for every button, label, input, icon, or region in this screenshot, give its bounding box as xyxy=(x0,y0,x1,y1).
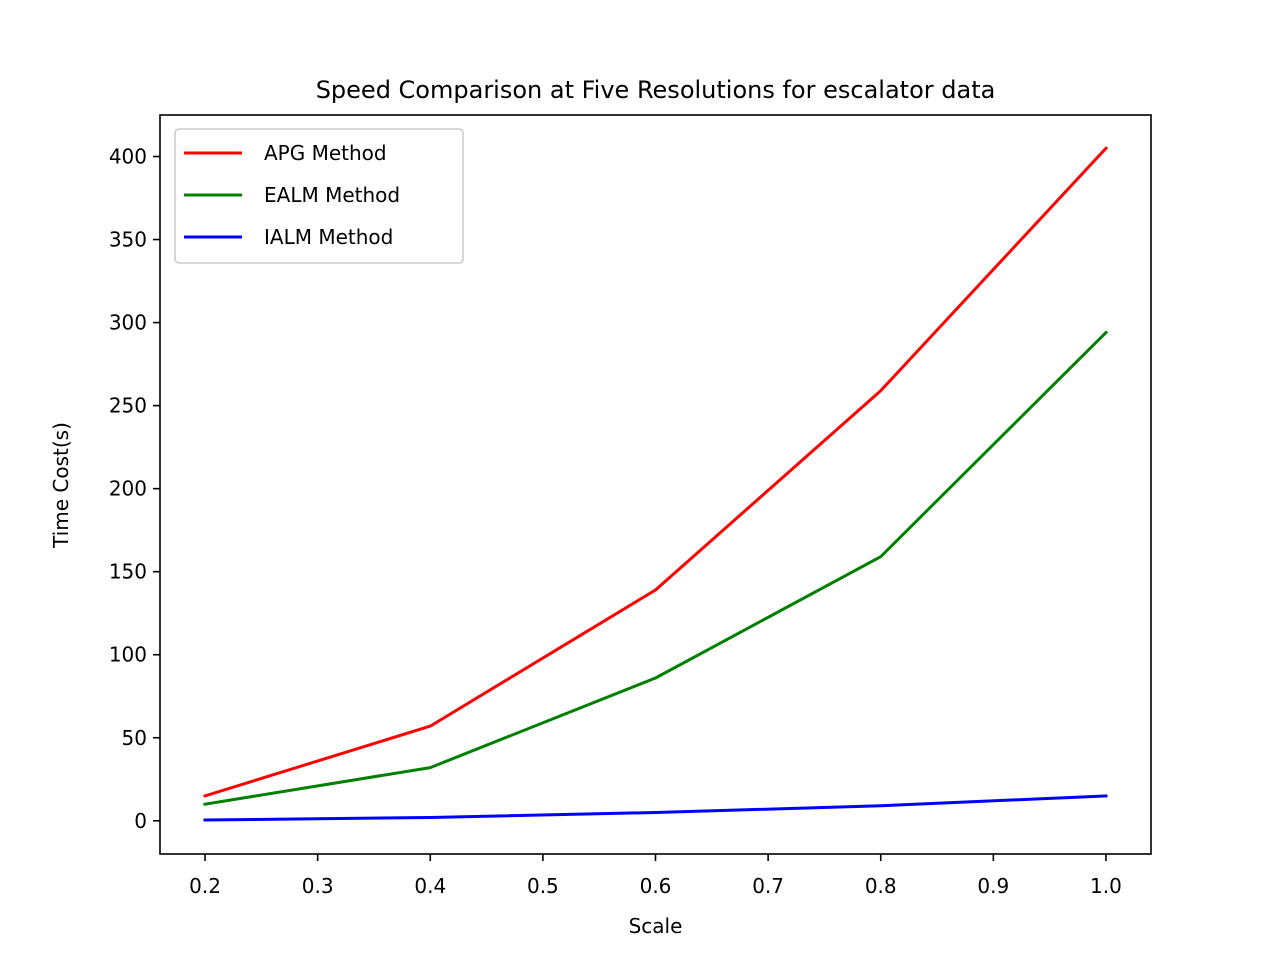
y-tick-label: 250 xyxy=(109,394,147,418)
x-axis-label: Scale xyxy=(629,914,683,938)
x-tick-label: 0.8 xyxy=(865,874,897,898)
legend: APG Method EALM Method IALM Method xyxy=(174,128,464,264)
x-tick-label: 0.9 xyxy=(977,874,1009,898)
y-tick-label: 200 xyxy=(109,477,147,501)
x-tick-label: 0.7 xyxy=(752,874,784,898)
series-lines xyxy=(203,146,1109,822)
legend-box xyxy=(174,128,464,264)
x-tick-label: 0.5 xyxy=(527,874,559,898)
y-tick-label: 0 xyxy=(134,809,147,833)
legend-label: EALM Method xyxy=(264,183,400,207)
y-tick-label: 150 xyxy=(109,560,147,584)
x-tick-label: 0.3 xyxy=(302,874,334,898)
y-tick-label: 100 xyxy=(109,643,147,667)
series-line-ialm-method xyxy=(203,794,1108,822)
legend-label: APG Method xyxy=(264,141,387,165)
series-line-ealm-method xyxy=(203,330,1109,806)
x-tick-label: 1.0 xyxy=(1090,874,1122,898)
x-tick-label: 0.4 xyxy=(414,874,446,898)
x-tick-label: 0.6 xyxy=(640,874,672,898)
y-tick-label: 350 xyxy=(109,228,147,252)
legend-label: IALM Method xyxy=(264,225,393,249)
y-axis: 0 50 100 150 200 250 300 350 400 xyxy=(109,145,160,833)
x-tick-label: 0.2 xyxy=(189,874,221,898)
y-axis-label: Time Cost(s) xyxy=(49,422,73,549)
y-tick-label: 300 xyxy=(109,311,147,335)
series-line-apg-method xyxy=(203,146,1109,798)
y-tick-label: 50 xyxy=(122,726,147,750)
x-axis: 0.2 0.3 0.4 0.5 0.6 0.7 0.8 0.9 1.0 xyxy=(189,854,1122,898)
y-tick-label: 400 xyxy=(109,145,147,169)
chart-title: Speed Comparison at Five Resolutions for… xyxy=(316,76,996,104)
